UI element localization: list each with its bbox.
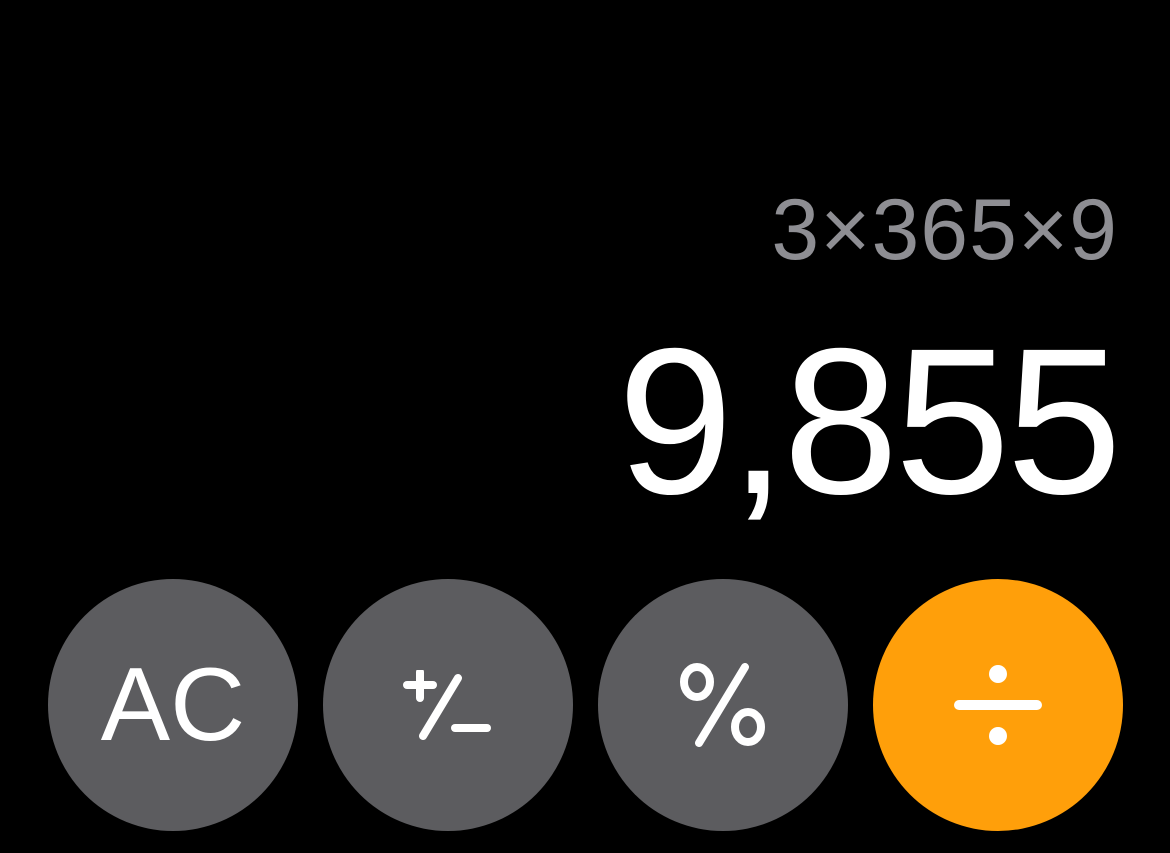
- calculator-display: 3×365×9 9,855: [617, 180, 1122, 538]
- percent-button[interactable]: [598, 579, 848, 831]
- plus-minus-button[interactable]: [323, 579, 573, 831]
- all-clear-label: AC: [100, 647, 246, 763]
- divide-button[interactable]: [873, 579, 1123, 831]
- plus-minus-icon: [403, 670, 491, 740]
- expression-display: 3×365×9: [771, 182, 1118, 278]
- percent-icon: [680, 663, 765, 747]
- all-clear-button[interactable]: AC: [48, 579, 298, 831]
- divide-icon: [954, 665, 1042, 745]
- result-display: 9,855: [617, 306, 1122, 538]
- keypad-row: AC: [48, 579, 1124, 831]
